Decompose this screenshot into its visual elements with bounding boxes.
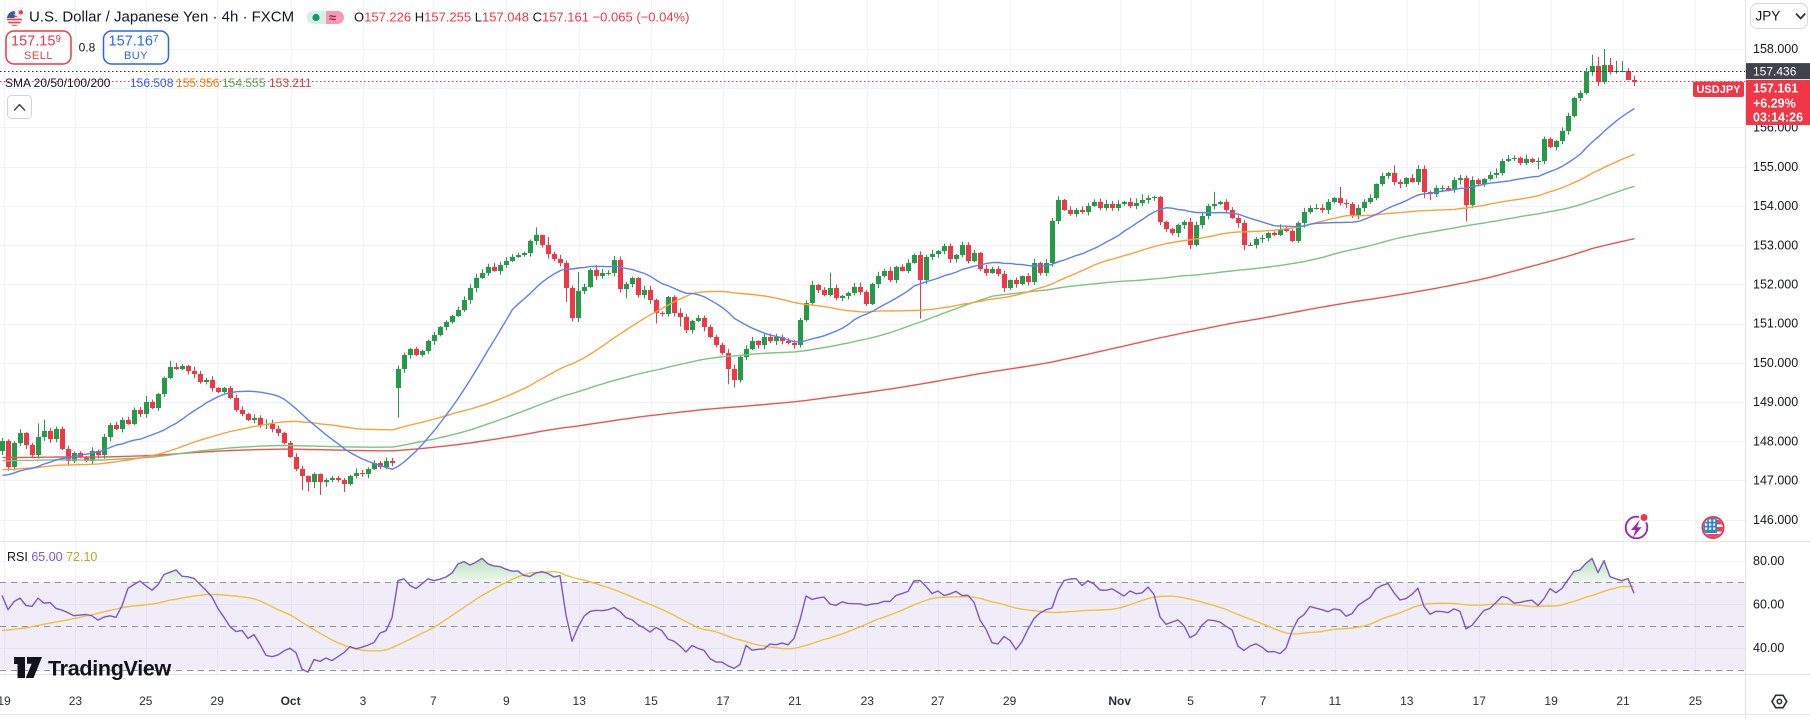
svg-text:USDJPY: USDJPY xyxy=(1696,84,1741,96)
svg-text:23: 23 xyxy=(861,694,875,708)
svg-text:BUY: BUY xyxy=(124,50,148,62)
svg-text:80.00: 80.00 xyxy=(1753,554,1784,568)
svg-text:RSI 65.00 72.10: RSI 65.00 72.10 xyxy=(7,550,97,564)
svg-text:17: 17 xyxy=(1473,694,1487,708)
svg-text:60.00: 60.00 xyxy=(1753,597,1784,611)
svg-text:151.000: 151.000 xyxy=(1753,317,1798,331)
svg-text:154.000: 154.000 xyxy=(1753,199,1798,213)
svg-text:U.S. Dollar / Japanese Yen · 4: U.S. Dollar / Japanese Yen · 4h · FXCM xyxy=(29,9,294,26)
svg-text:Nov: Nov xyxy=(1108,694,1131,708)
svg-text:23: 23 xyxy=(69,694,83,708)
svg-text:40.00: 40.00 xyxy=(1753,641,1784,655)
svg-text:29: 29 xyxy=(1003,694,1017,708)
svg-text:29: 29 xyxy=(211,694,225,708)
svg-text:152.000: 152.000 xyxy=(1753,278,1798,292)
svg-text:21: 21 xyxy=(1616,694,1630,708)
svg-text:157.161: 157.161 xyxy=(1753,82,1798,96)
svg-text:TradingView: TradingView xyxy=(48,657,172,681)
svg-text:149.000: 149.000 xyxy=(1753,395,1798,409)
svg-text:155.000: 155.000 xyxy=(1753,160,1798,174)
svg-text:147.000: 147.000 xyxy=(1753,474,1798,488)
svg-text:25: 25 xyxy=(139,694,153,708)
svg-text:13: 13 xyxy=(1400,694,1414,708)
svg-text:7: 7 xyxy=(1260,694,1267,708)
svg-text:13: 13 xyxy=(573,694,587,708)
svg-text:5: 5 xyxy=(1187,694,1194,708)
svg-text:19: 19 xyxy=(0,694,11,708)
svg-text:158.000: 158.000 xyxy=(1753,42,1798,56)
svg-text:25: 25 xyxy=(1689,694,1703,708)
svg-text:3: 3 xyxy=(360,694,367,708)
svg-text:+6.29%: +6.29% xyxy=(1753,97,1796,111)
svg-text:03:14:26: 03:14:26 xyxy=(1753,111,1803,125)
svg-text:27: 27 xyxy=(931,694,945,708)
svg-text:19: 19 xyxy=(1544,694,1558,708)
svg-text:≈: ≈ xyxy=(329,10,336,25)
svg-text:148.000: 148.000 xyxy=(1753,434,1798,448)
svg-text:O157.226 H157.255 L157.048 C15: O157.226 H157.255 L157.048 C157.161 −0.0… xyxy=(354,10,689,25)
svg-text:17: 17 xyxy=(716,694,730,708)
svg-text:0.8: 0.8 xyxy=(79,41,96,55)
svg-text:157.159: 157.159 xyxy=(11,34,61,50)
svg-text:150.000: 150.000 xyxy=(1753,356,1798,370)
svg-text:9: 9 xyxy=(503,694,510,708)
svg-text:7: 7 xyxy=(430,694,437,708)
svg-text:JPY: JPY xyxy=(1756,9,1781,24)
svg-text:15: 15 xyxy=(644,694,658,708)
svg-text:146.000: 146.000 xyxy=(1753,513,1798,527)
svg-text:157.167: 157.167 xyxy=(109,34,159,50)
svg-text:153.000: 153.000 xyxy=(1753,238,1798,252)
svg-text:SELL: SELL xyxy=(24,50,53,62)
svg-text:Oct: Oct xyxy=(281,694,301,708)
svg-text:21: 21 xyxy=(788,694,802,708)
svg-text:11: 11 xyxy=(1329,694,1342,708)
svg-text:157.436: 157.436 xyxy=(1753,64,1797,78)
